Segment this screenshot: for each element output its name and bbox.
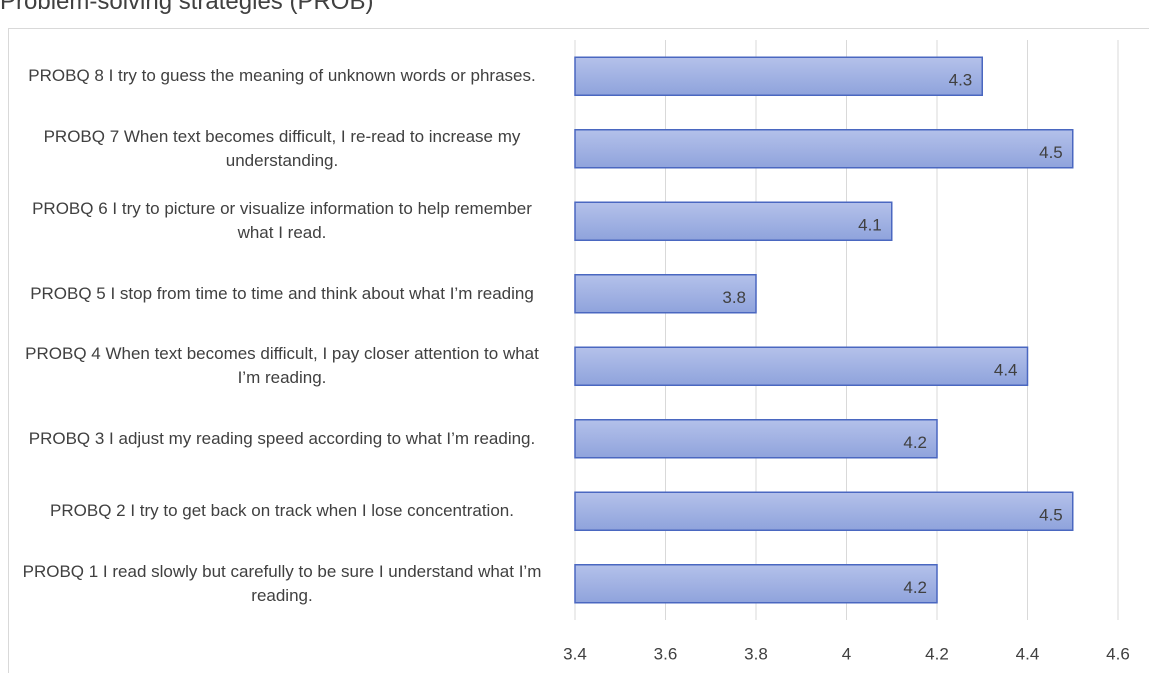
bar [574, 346, 1029, 386]
data-label: 4.4 [994, 361, 1018, 380]
y-tick-label: PROBQ 4 When text becomes difficult, I p… [25, 344, 539, 388]
x-tick-label: 4 [842, 644, 851, 663]
y-tick-label: PROBQ 1 I read slowly but carefully to b… [22, 561, 542, 605]
x-tick-label: 4.6 [1106, 644, 1130, 663]
bar [574, 419, 938, 459]
y-tick-label: PROBQ 5 I stop from time to time and thi… [30, 283, 534, 303]
x-tick-label: 3.4 [563, 644, 587, 663]
bar [574, 274, 757, 314]
data-label: 4.2 [903, 578, 927, 597]
y-tick-label: PROBQ 8 I try to guess the meaning of un… [28, 66, 536, 86]
y-tick-label: PROBQ 7 When text becomes difficult, I r… [43, 126, 521, 170]
y-tick-label: PROBQ 6 I try to picture or visualize in… [32, 199, 532, 243]
chart-border [8, 28, 1149, 673]
x-tick-label: 4.4 [1016, 644, 1040, 663]
x-tick-label: 4.2 [925, 644, 949, 663]
data-label: 4.3 [949, 71, 973, 90]
data-label: 4.1 [858, 216, 882, 235]
data-label: 4.5 [1039, 506, 1063, 525]
data-label: 4.5 [1039, 143, 1063, 162]
data-label: 4.2 [903, 433, 927, 452]
chart-title: Problem-solving strategies (PROB) [0, 0, 374, 15]
x-tick-label: 3.8 [744, 644, 768, 663]
data-label: 3.8 [722, 288, 746, 307]
bar [574, 56, 983, 96]
y-tick-label: PROBQ 2 I try to get back on track when … [50, 501, 514, 521]
y-tick-label: PROBQ 3 I adjust my reading speed accord… [28, 428, 536, 448]
bar [574, 129, 1074, 169]
x-tick-label: 3.6 [654, 644, 678, 663]
bar [574, 491, 1074, 531]
bar [574, 201, 893, 241]
bar [574, 564, 938, 604]
